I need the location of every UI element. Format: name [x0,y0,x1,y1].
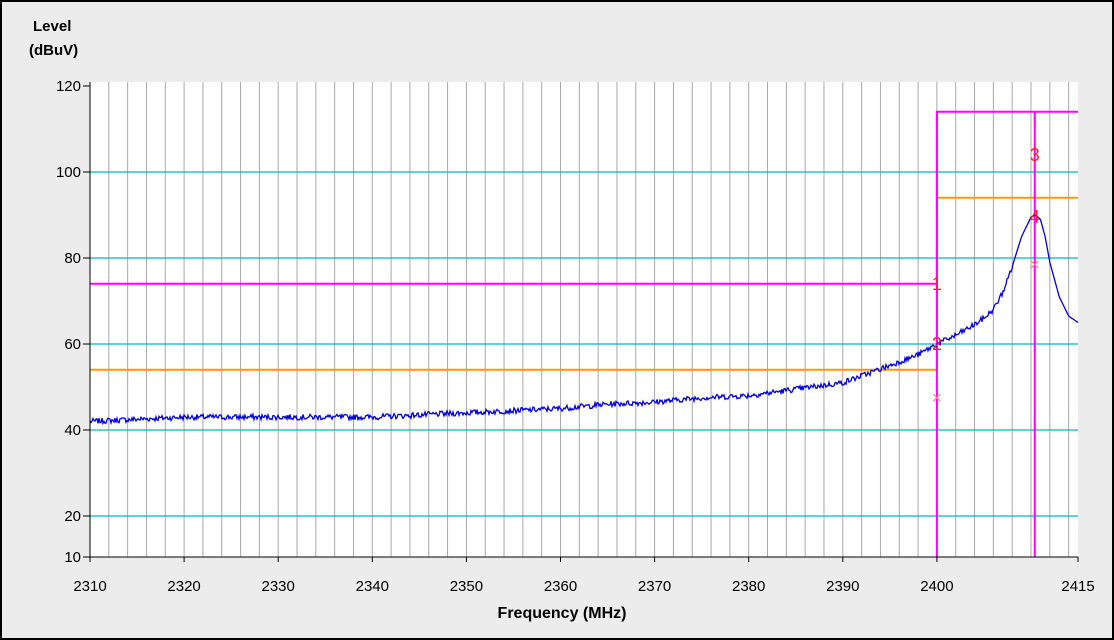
marker-label-4: 4 [1030,207,1040,227]
x-tick-label: 2400 [920,578,953,595]
y-tick-label: 120 [56,78,81,95]
x-tick-label: 2350 [450,578,483,595]
y-tick-label: 40 [64,422,81,439]
x-tick-label: 2370 [638,578,671,595]
marker-label-2: 2 [932,334,942,354]
marker-label-1: 1 [932,274,942,294]
x-tick-label: 2330 [262,578,295,595]
x-axis-title: Frequency (MHz) [498,605,627,622]
x-tick-label: 2340 [356,578,389,595]
x-tick-label: 2310 [73,578,106,595]
plot-area [90,82,1078,557]
x-tick-label: 2320 [167,578,200,595]
y-tick-label: 10 [64,549,81,566]
marker-x-point [932,393,941,402]
marker-label-3: 3 [1030,145,1040,165]
measurement-trace [89,214,1079,426]
x-tick-label: 2390 [826,578,859,595]
y-tick-label: 60 [64,336,81,353]
x-tick-label: 2360 [544,578,577,595]
y-tick-label: 100 [56,164,81,181]
y-tick-label: 20 [64,508,81,525]
marker-x-point [1030,260,1039,269]
x-tick-label: 2380 [732,578,765,595]
y-axis-label-line1: Level [33,18,71,35]
x-tick-label: 2415 [1061,578,1094,595]
y-tick-label: 80 [64,250,81,267]
y-axis-label-line2: (dBuV) [29,42,78,59]
